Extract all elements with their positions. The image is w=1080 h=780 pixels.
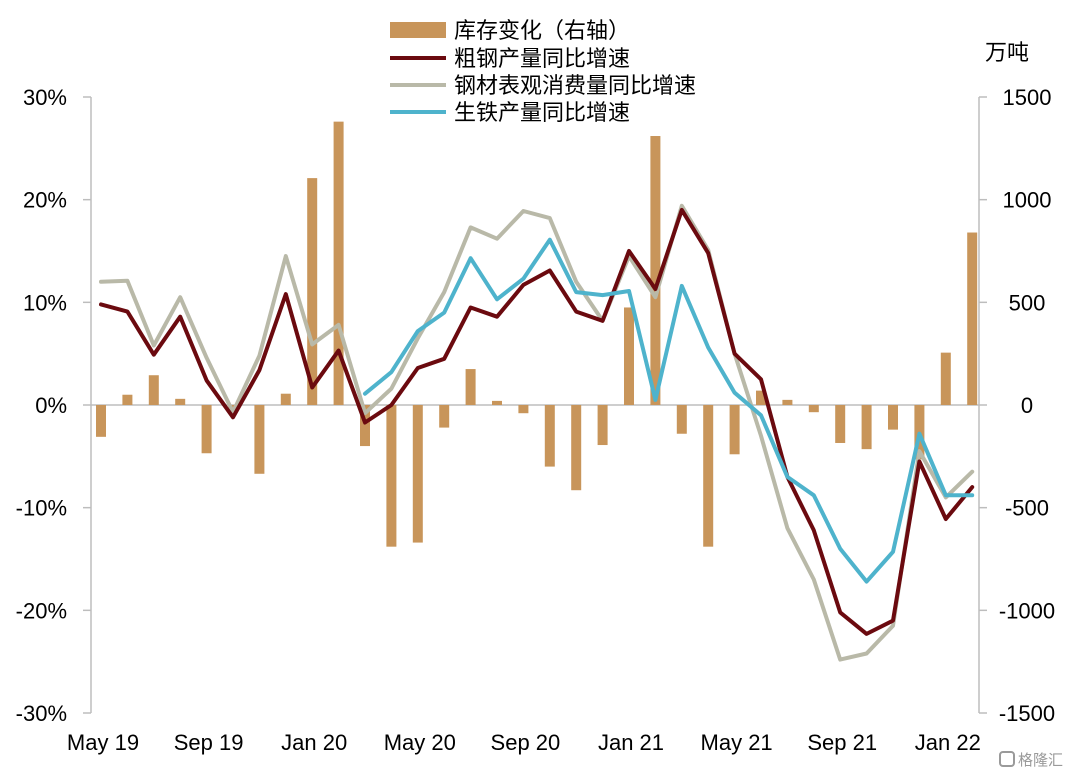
inventory-bar (861, 405, 872, 450)
tick-labels: 30% 20% 10% 0% -10% -20% -30% 1500 1000 500 0 -500 -… (16, 85, 1056, 755)
inventory-bar (386, 405, 397, 547)
right-axis-tick-label: 0 (1021, 393, 1033, 418)
inventory-bar (201, 405, 212, 454)
x-axis-tick-label: Jan 20 (281, 730, 347, 755)
inventory-bar (307, 178, 318, 405)
legend-label-crude-steel: 粗钢产量同比增速 (454, 47, 630, 72)
inventory-bar (492, 400, 502, 405)
inventory-bar (888, 405, 898, 430)
x-axis-tick-label: Jan 21 (598, 730, 664, 755)
inventory-bar (96, 405, 106, 437)
right-axis-tick-label: -1500 (999, 701, 1055, 726)
inventory-bar (228, 405, 238, 409)
x-axis-tick-label: May 19 (67, 730, 139, 755)
inventory-bar (835, 405, 846, 443)
inventory-bar (967, 232, 978, 405)
inventory-bar (439, 405, 450, 428)
bar-series-inventory (96, 121, 978, 547)
x-axis-tick-label: May 21 (701, 730, 773, 755)
inventory-bar (122, 394, 133, 405)
inventory-bar (175, 398, 186, 405)
left-axis-tick-label: -10% (16, 496, 67, 521)
legend: 库存变化（右轴） 粗钢产量同比增速 钢材表观消费量同比增速 生铁产量同比增速 (390, 19, 696, 126)
inventory-bar (544, 405, 555, 467)
left-axis-tick-label: -30% (16, 701, 67, 726)
inventory-bar (571, 405, 582, 491)
inventory-bar (624, 307, 634, 405)
legend-swatch-inventory (390, 22, 446, 38)
inventory-bar (782, 399, 793, 405)
inventory-bar (940, 352, 951, 405)
left-axis-tick-label: 0% (35, 393, 67, 418)
legend-label-steel-consumption: 钢材表观消费量同比增速 (454, 74, 696, 99)
left-axis-tick-label: 20% (23, 188, 67, 213)
inventory-bar (412, 405, 423, 543)
inventory-bar (333, 121, 344, 405)
right-axis-tick-label: -1000 (999, 598, 1055, 623)
line-series-group (99, 203, 975, 662)
left-axis-tick-label: -20% (16, 598, 67, 623)
x-axis-tick-label: May 20 (384, 730, 456, 755)
right-axis-unit-label: 万吨 (985, 41, 1029, 66)
legend-label-inventory: 库存变化（右轴） (454, 19, 630, 44)
inventory-bar (465, 369, 476, 405)
watermark: 格隆汇 (999, 751, 1063, 769)
inventory-bar (729, 405, 740, 455)
right-axis-tick-label: -500 (1005, 496, 1049, 521)
crude-steel-line (99, 207, 975, 636)
inventory-bar (650, 136, 661, 405)
steel-consumption-line (99, 203, 975, 662)
x-axis-tick-label: Sep 21 (807, 730, 877, 755)
right-axis-tick-label: 1000 (1003, 188, 1052, 213)
pig-iron-line (363, 237, 975, 584)
inventory-bar (360, 405, 370, 447)
left-axis-tick-label: 30% (23, 85, 67, 110)
x-axis-tick-label: Sep 19 (174, 730, 244, 755)
legend-label-pig-iron: 生铁产量同比增速 (454, 101, 630, 126)
inventory-bar (280, 393, 291, 405)
left-axis-tick-label: 10% (23, 290, 67, 315)
inventory-bar (148, 375, 159, 405)
x-axis-tick-label: Sep 20 (491, 730, 561, 755)
watermark-text: 格隆汇 (1018, 751, 1063, 769)
watermark-logo-icon (999, 751, 1015, 767)
x-axis-tick-label: Jan 22 (915, 730, 981, 755)
inventory-bar (756, 390, 766, 405)
inventory-bar (518, 405, 529, 414)
inventory-bar (676, 405, 687, 434)
right-axis-tick-label: 500 (1009, 290, 1046, 315)
inventory-bar (808, 405, 819, 413)
inventory-bar (254, 405, 265, 474)
inventory-bar (703, 405, 714, 547)
right-axis-tick-label: 1500 (1003, 85, 1052, 110)
inventory-bar (597, 405, 608, 446)
